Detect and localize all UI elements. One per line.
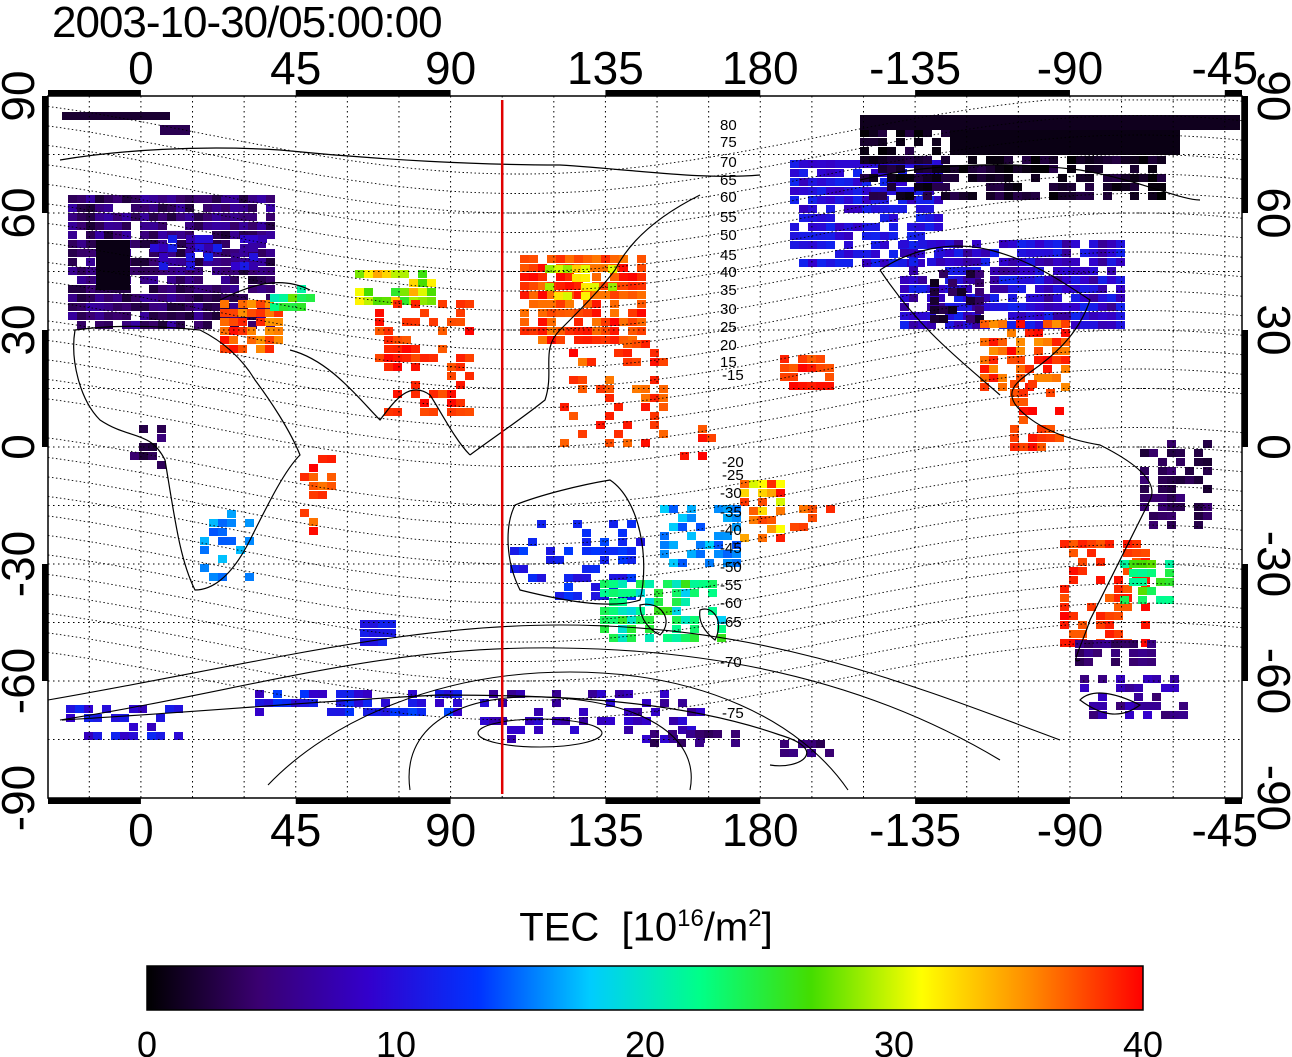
frame-segment xyxy=(1242,330,1248,447)
lat-tick-label-right: 60 xyxy=(1248,187,1292,238)
frame-segment xyxy=(1242,564,1248,681)
contour-label: -75 xyxy=(722,705,744,722)
frame-segment xyxy=(1242,96,1248,213)
frame-segment xyxy=(48,90,141,96)
frame-segment xyxy=(1224,798,1242,804)
lat-tick-label-right: 0 xyxy=(1248,434,1292,460)
colorbar-tick-label: 0 xyxy=(137,1024,157,1057)
colorbar-unit-mid: /m xyxy=(703,905,749,950)
contour-label: 50 xyxy=(720,227,737,244)
colorbar-unit-base: [10 xyxy=(621,905,678,950)
colorbar: 0 10 20 30 40 xyxy=(137,965,1163,1057)
lon-tick-label-top: -45 xyxy=(1192,42,1258,94)
contour-label: -40 xyxy=(720,522,742,539)
contour-label: 80 xyxy=(720,117,737,134)
contour-label: -50 xyxy=(720,559,742,576)
lat-tick-label-right: -30 xyxy=(1248,531,1292,597)
lat-tick-label-left: 60 xyxy=(0,187,44,238)
lon-tick-label-top: -135 xyxy=(869,42,961,94)
lat-tick-label-left: -90 xyxy=(0,765,44,831)
lon-tick-label-bottom: 180 xyxy=(722,804,799,856)
contour-label: -25 xyxy=(722,467,744,484)
lon-tick-label-top: 90 xyxy=(425,42,476,94)
colorbar-unit-exp: 16 xyxy=(677,905,704,932)
contour-label: 30 xyxy=(720,301,737,318)
frame-segment xyxy=(42,564,48,681)
frame-segment xyxy=(605,798,761,804)
contour-label: -65 xyxy=(720,614,742,631)
colorbar-tick-label: 20 xyxy=(625,1024,665,1057)
lon-tick-label-top: -90 xyxy=(1037,42,1103,94)
contour-label: 65 xyxy=(720,172,737,189)
frame-segment xyxy=(605,90,761,96)
lat-tick-label-left: 30 xyxy=(0,304,44,355)
lon-tick-label-top: 0 xyxy=(128,42,154,94)
coastlines xyxy=(59,147,1201,767)
contour-label: -70 xyxy=(720,654,742,671)
lat-tick-label-left: -60 xyxy=(0,648,44,714)
lat-tick-label-left: 0 xyxy=(0,434,44,460)
contour-label: -15 xyxy=(722,367,744,384)
contour-label: -60 xyxy=(720,595,742,612)
lat-tick-label-right: 30 xyxy=(1248,304,1292,355)
lon-tick-label-bottom: -135 xyxy=(869,804,961,856)
contour-label: 75 xyxy=(720,134,737,151)
contour-label: 70 xyxy=(720,154,737,171)
frame-segment xyxy=(915,90,1070,96)
map-title: 2003-10-30/05:00:00 xyxy=(52,0,443,47)
colorbar-unit-end: ] xyxy=(761,905,773,950)
contour-label: 45 xyxy=(720,247,737,264)
colorbar-tick-label: 40 xyxy=(1123,1024,1163,1057)
frame-segment xyxy=(42,96,48,213)
frame-segment xyxy=(42,330,48,447)
colorbar-tick-label: 10 xyxy=(376,1024,416,1057)
contour-label: -35 xyxy=(720,504,742,521)
lat-tick-label-left: 90 xyxy=(0,70,44,121)
lon-tick-label-bottom: 135 xyxy=(567,804,644,856)
lon-tick-label-bottom: -45 xyxy=(1192,804,1258,856)
lat-tick-label-right: 90 xyxy=(1248,70,1292,121)
lon-tick-label-top: 135 xyxy=(567,42,644,94)
frame-segment xyxy=(1224,90,1242,96)
contour-label: 60 xyxy=(720,189,737,206)
colorbar-title: TEC [1016/m2] xyxy=(0,905,1292,950)
contour-label: 20 xyxy=(720,337,737,354)
colorbar-label: TEC xyxy=(519,905,600,950)
lon-tick-label-bottom: -90 xyxy=(1037,804,1103,856)
contour-label: -20 xyxy=(722,454,744,471)
contour-label: 25 xyxy=(720,319,737,336)
colorbar-tick-label: 30 xyxy=(874,1024,914,1057)
lon-tick-label-top: 45 xyxy=(270,42,321,94)
frame-segment xyxy=(48,798,141,804)
contour-label: -55 xyxy=(720,577,742,594)
frame-segment xyxy=(295,798,451,804)
frame-segment xyxy=(295,90,451,96)
contour-label: -45 xyxy=(720,540,742,557)
contour-label: 35 xyxy=(720,282,737,299)
map-axes: 0 45 90 135 180 -135 -90 -450 45 90 135 180 -135 -90-… xyxy=(0,42,1292,856)
colorbar-unit-exp2: 2 xyxy=(748,905,762,932)
colorbar-gradient xyxy=(146,965,1144,1011)
contour-label: 55 xyxy=(720,209,737,226)
lat-tick-label-right: -90 xyxy=(1248,765,1292,831)
lat-tick-label-left: -30 xyxy=(0,531,44,597)
contour-label: -30 xyxy=(720,485,742,502)
lon-tick-label-bottom: 45 xyxy=(270,804,321,856)
frame-segment xyxy=(915,798,1070,804)
contour-label: 40 xyxy=(720,264,737,281)
lon-tick-label-top: 180 xyxy=(722,42,799,94)
contour-label: 15 xyxy=(720,354,737,371)
lat-tick-label-right: -60 xyxy=(1248,648,1292,714)
magnetic-pole-contours xyxy=(47,624,1061,791)
lon-tick-label-bottom: 0 xyxy=(128,804,154,856)
lon-tick-label-bottom: 90 xyxy=(425,804,476,856)
